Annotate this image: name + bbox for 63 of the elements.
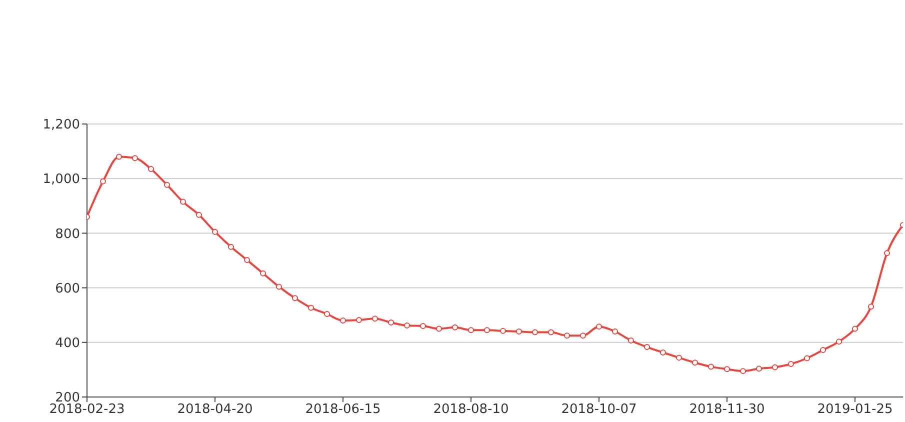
point bbox=[164, 182, 170, 188]
point bbox=[116, 154, 122, 160]
x-tick-label: 2018-04-20 bbox=[177, 402, 253, 418]
point bbox=[868, 304, 874, 310]
x-tick-label: 2018-08-10 bbox=[433, 402, 509, 418]
point bbox=[724, 366, 730, 372]
line-series bbox=[87, 154, 903, 374]
point bbox=[132, 155, 138, 162]
y-tick-label: 800 bbox=[55, 226, 80, 242]
point bbox=[580, 332, 586, 339]
point bbox=[628, 337, 634, 344]
point bbox=[644, 344, 650, 350]
x-tick-label: 2018-10-07 bbox=[561, 402, 637, 418]
point bbox=[420, 323, 426, 330]
point bbox=[468, 327, 474, 334]
point bbox=[516, 328, 522, 334]
point bbox=[244, 256, 250, 263]
x-tick-label: 2018-06-15 bbox=[305, 402, 381, 418]
point bbox=[100, 178, 106, 184]
point bbox=[692, 360, 698, 366]
point bbox=[804, 355, 810, 362]
point bbox=[356, 317, 362, 324]
x-tick-label: 2018-11-30 bbox=[689, 402, 765, 418]
point bbox=[436, 326, 442, 332]
point bbox=[596, 324, 602, 330]
point bbox=[404, 322, 410, 328]
point bbox=[148, 166, 154, 172]
point bbox=[324, 311, 330, 318]
point bbox=[452, 324, 458, 330]
point bbox=[292, 295, 298, 302]
point bbox=[388, 319, 394, 326]
y-tick-label: 400 bbox=[55, 336, 80, 352]
point bbox=[708, 364, 714, 370]
x-tick-label: 2018-02-23 bbox=[49, 402, 125, 418]
point bbox=[372, 316, 378, 322]
point bbox=[852, 326, 858, 332]
point bbox=[340, 318, 346, 324]
point bbox=[772, 364, 778, 370]
point bbox=[532, 329, 538, 336]
y-tick-label: 600 bbox=[55, 281, 80, 296]
point bbox=[212, 228, 218, 235]
point bbox=[276, 284, 282, 290]
point bbox=[548, 329, 554, 336]
point bbox=[676, 354, 682, 361]
point bbox=[196, 212, 202, 218]
x-tick-label: 2019-01-25 bbox=[817, 402, 893, 418]
point bbox=[308, 304, 314, 311]
point bbox=[660, 350, 666, 356]
point bbox=[756, 366, 762, 372]
point bbox=[884, 250, 890, 256]
point bbox=[564, 332, 570, 339]
point bbox=[612, 328, 618, 334]
y-tick-label: 1,000 bbox=[42, 172, 80, 188]
point bbox=[820, 347, 826, 354]
y-tick-label: 1,200 bbox=[42, 118, 80, 133]
point bbox=[836, 338, 842, 345]
point bbox=[740, 368, 746, 374]
point bbox=[788, 360, 794, 367]
point bbox=[180, 198, 186, 205]
point bbox=[484, 327, 490, 334]
point bbox=[260, 270, 266, 276]
point bbox=[500, 328, 506, 334]
point bbox=[228, 244, 234, 250]
